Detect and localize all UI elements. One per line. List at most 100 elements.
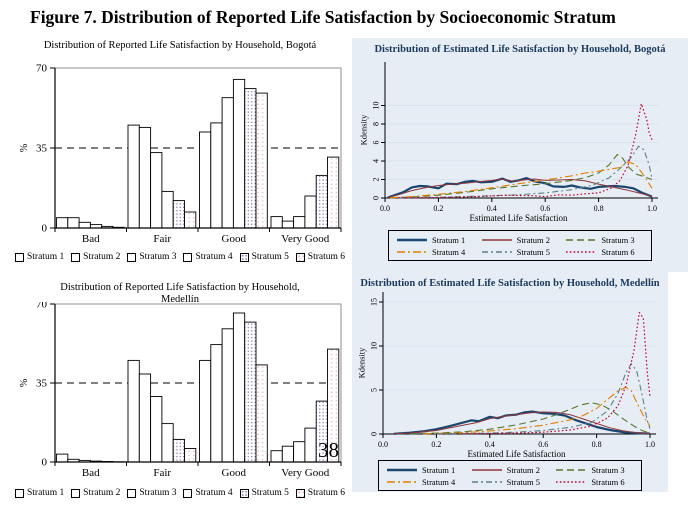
figure-title: Figure 7. Distribution of Reported Life … xyxy=(30,7,616,27)
density-legend-label: Stratum 6 xyxy=(591,477,625,487)
bar-medellin-chart: 0 35 70% Bad Fair Good Very Good xyxy=(19,302,342,479)
bar-legend-item: Stratum 4 xyxy=(183,488,233,498)
density-legend-item: Stratum 5 xyxy=(471,477,550,487)
panel-bar-bogota: Distribution of Reported Life Satisfacti… xyxy=(12,36,348,276)
bar-legend-item: Stratum 1 xyxy=(15,488,64,498)
density-legend-label: Stratum 6 xyxy=(601,247,635,257)
svg-text:Bad: Bad xyxy=(82,467,100,479)
svg-text:Kdensity: Kdensity xyxy=(359,114,369,145)
svg-text:Good: Good xyxy=(222,233,247,245)
page-number: 38 xyxy=(318,438,339,462)
line-sample-icon xyxy=(566,251,597,253)
density-legend-label: Stratum 1 xyxy=(422,465,456,475)
density-legend-label: Stratum 2 xyxy=(516,235,550,245)
svg-text:35: 35 xyxy=(36,378,48,390)
density-legend-label: Stratum 5 xyxy=(516,247,550,257)
density-medellin-chart: 0 5 10 15 Kdensity 0.0 0.2 0.4 0.6 0.8 1.0 Estimate… xyxy=(357,292,656,459)
line-sample-icon xyxy=(397,251,427,253)
density-legend-item: Stratum 3 xyxy=(555,465,634,475)
density-legend-item: Stratum 2 xyxy=(481,235,560,245)
stratum-swatch-icon xyxy=(15,488,24,498)
stratum-swatch-icon xyxy=(183,488,193,498)
svg-text:0: 0 xyxy=(42,457,48,469)
svg-text:1.0: 1.0 xyxy=(645,440,655,449)
svg-text:10: 10 xyxy=(370,342,379,350)
svg-text:70: 70 xyxy=(36,302,48,311)
bar-legend-label: Stratum 3 xyxy=(139,488,177,498)
svg-text:6: 6 xyxy=(372,141,381,145)
density-legend-label: Stratum 2 xyxy=(506,465,540,475)
density-legend-label: Stratum 1 xyxy=(432,235,466,245)
density-legend-label: Stratum 4 xyxy=(422,477,456,487)
density-legend-item: Stratum 4 xyxy=(396,247,475,257)
density-legend-label: Stratum 3 xyxy=(601,235,635,245)
bar-legend-label: Stratum 4 xyxy=(195,252,233,262)
stratum-swatch-icon xyxy=(295,488,305,498)
svg-text:0: 0 xyxy=(372,196,381,200)
line-sample-icon xyxy=(481,239,512,241)
density-legend-label: Stratum 4 xyxy=(432,247,466,257)
svg-text:0.2: 0.2 xyxy=(431,440,441,449)
line-sample-icon xyxy=(471,469,502,471)
bar-legend-label: Stratum 6 xyxy=(307,488,345,498)
stratum-swatch-icon xyxy=(295,252,305,262)
stratum-swatch-icon xyxy=(15,252,24,262)
bar-legend-label: Stratum 6 xyxy=(307,252,345,262)
svg-text:1.0: 1.0 xyxy=(647,204,657,213)
svg-text:Fair: Fair xyxy=(153,233,171,245)
bar-legend-item: Stratum 2 xyxy=(71,488,120,498)
bar-legend-label: Stratum 3 xyxy=(139,252,177,262)
density-legend-label: Stratum 3 xyxy=(591,465,625,475)
svg-text:Bad: Bad xyxy=(82,233,100,245)
svg-text:%: % xyxy=(19,144,30,152)
line-sample-icon xyxy=(387,481,417,483)
bar-legend-item: Stratum 5 xyxy=(239,252,289,262)
svg-text:0.2: 0.2 xyxy=(433,204,443,213)
bar-legend-item: Stratum 6 xyxy=(295,252,345,262)
svg-text:Estimated Life Satisfaction: Estimated Life Satisfaction xyxy=(468,449,566,459)
line-sample-icon xyxy=(387,468,417,472)
density-legend-item: Stratum 1 xyxy=(386,465,465,475)
bar-legend-item: Stratum 3 xyxy=(127,488,177,498)
bar-bogota-title: Distribution of Reported Life Satisfacti… xyxy=(43,40,317,51)
bar-legend-label: Stratum 1 xyxy=(27,252,65,262)
svg-text:Estimated Life Satisfaction: Estimated Life Satisfaction xyxy=(470,213,568,223)
density-legend-item: Stratum 2 xyxy=(471,465,550,475)
bar-legend-item: Stratum 3 xyxy=(127,252,177,262)
bar-legend-item: Stratum 6 xyxy=(295,488,345,498)
stratum-swatch-icon xyxy=(239,252,249,262)
density-medellin-legend: Stratum 1 Stratum 2 Stratum 3 Stratum 4 Stra… xyxy=(378,460,642,491)
density-bogota-legend: Stratum 1 Stratum 2 Stratum 3 Stratum 4 Stra… xyxy=(388,230,652,261)
svg-text:Very Good: Very Good xyxy=(281,467,329,479)
line-sample-icon xyxy=(566,239,597,241)
svg-text:0.8: 0.8 xyxy=(592,440,602,449)
svg-text:0.6: 0.6 xyxy=(540,204,550,213)
bar-legend-label: Stratum 1 xyxy=(27,488,65,498)
bar-legend-label: Stratum 5 xyxy=(251,488,289,498)
panel-density-medellin: Distribution of Estimated Life Satisfact… xyxy=(352,272,668,492)
bar-medellin-title: Distribution of Reported Life Satisfacti… xyxy=(60,282,300,305)
svg-text:0: 0 xyxy=(370,432,379,436)
stratum-swatch-icon xyxy=(127,488,137,498)
svg-text:15: 15 xyxy=(370,298,379,306)
density-bogota-title: Distribution of Estimated Life Satisfact… xyxy=(374,44,666,55)
bar-legend-item: Stratum 4 xyxy=(183,252,233,262)
bar-bogota-chart: 0 35 70% Bad Fair Good Very Good xyxy=(19,63,342,245)
density-legend-item: Stratum 3 xyxy=(565,235,644,245)
svg-text:70: 70 xyxy=(36,63,48,75)
svg-text:5: 5 xyxy=(370,388,379,392)
stratum-swatch-icon xyxy=(71,488,81,498)
svg-text:Good: Good xyxy=(222,467,247,479)
density-legend-item: Stratum 6 xyxy=(565,247,644,257)
stratum-swatch-icon xyxy=(127,252,137,262)
stratum-swatch-icon xyxy=(239,488,249,498)
panel-bar-medellin: Distribution of Reported Life Satisfacti… xyxy=(12,278,348,506)
bar-medellin-legend: Stratum 1 Stratum 2 Stratum 3 Stratum 4 Stra… xyxy=(15,488,345,498)
svg-text:Fair: Fair xyxy=(153,467,171,479)
svg-text:2: 2 xyxy=(372,178,381,182)
bar-bogota-legend: Stratum 1 Stratum 2 Stratum 3 Stratum 4 Stra… xyxy=(15,252,345,262)
svg-text:Very Good: Very Good xyxy=(281,233,329,245)
line-sample-icon xyxy=(481,251,512,253)
